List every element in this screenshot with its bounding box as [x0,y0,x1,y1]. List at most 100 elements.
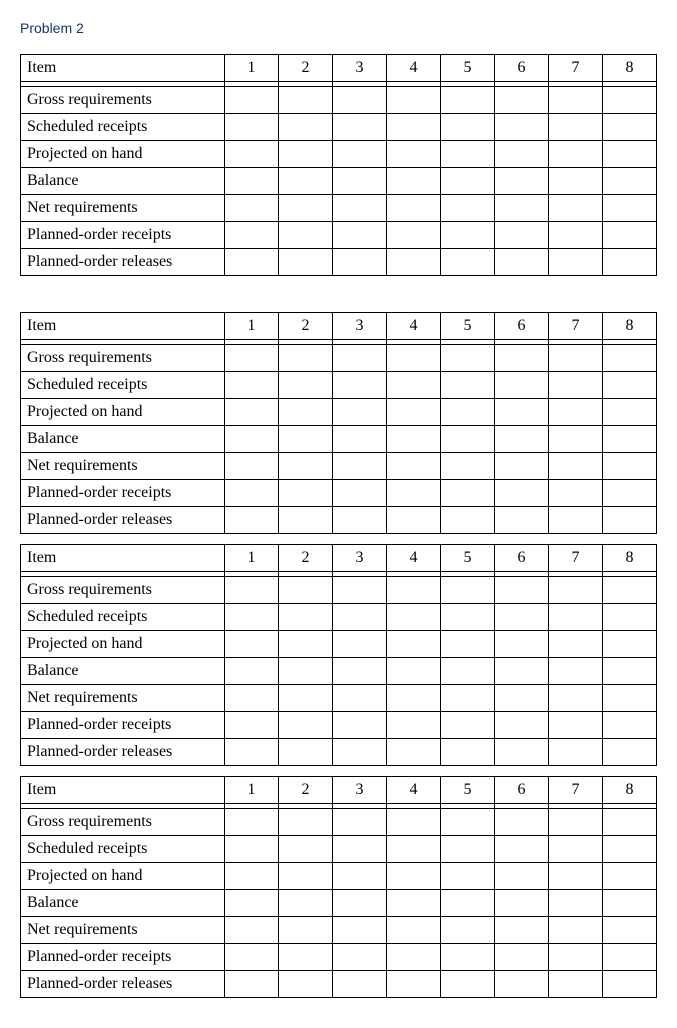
cell [279,426,333,453]
cell [441,631,495,658]
table-row: Net requirements [21,917,657,944]
cell [279,712,333,739]
cell [333,249,387,276]
row-label: Planned-order receipts [21,222,225,249]
cell [225,604,279,631]
cell [387,480,441,507]
cell [279,168,333,195]
cell [333,577,387,604]
cell [441,809,495,836]
row-label: Scheduled receipts [21,604,225,631]
mrp-table: Item12345678Gross requirementsScheduled … [20,54,657,276]
cell [225,399,279,426]
row-label: Balance [21,890,225,917]
column-header: 4 [387,55,441,82]
cell [387,141,441,168]
table-row: Projected on hand [21,631,657,658]
cell [279,114,333,141]
cell [495,631,549,658]
cell [225,114,279,141]
cell [549,87,603,114]
cell [387,658,441,685]
column-header: 8 [603,313,657,340]
row-label: Planned-order receipts [21,480,225,507]
table-row: Net requirements [21,685,657,712]
table-row: Projected on hand [21,141,657,168]
cell [495,739,549,766]
cell [333,195,387,222]
cell [333,114,387,141]
cell [549,917,603,944]
cell [603,577,657,604]
row-label: Planned-order releases [21,249,225,276]
column-header: 2 [279,313,333,340]
cell [549,507,603,534]
cell [603,631,657,658]
cell [387,944,441,971]
cell [279,863,333,890]
cell [603,372,657,399]
row-label: Planned-order releases [21,507,225,534]
table-row: Planned-order receipts [21,712,657,739]
cell [603,195,657,222]
cell [549,249,603,276]
cell [441,480,495,507]
header-label: Item [21,777,225,804]
tables-container: Item12345678Gross requirementsScheduled … [20,54,657,998]
cell [603,453,657,480]
table-row: Planned-order receipts [21,480,657,507]
row-label: Projected on hand [21,631,225,658]
cell [225,944,279,971]
cell [387,399,441,426]
cell [333,141,387,168]
cell [333,809,387,836]
cell [441,453,495,480]
header-label: Item [21,313,225,340]
cell [549,944,603,971]
table-row: Balance [21,426,657,453]
cell [333,944,387,971]
column-header: 2 [279,545,333,572]
cell [333,658,387,685]
cell [441,372,495,399]
cell [495,863,549,890]
cell [333,480,387,507]
cell [603,399,657,426]
cell [549,168,603,195]
cell [495,249,549,276]
cell [225,87,279,114]
cell [603,917,657,944]
cell [495,809,549,836]
cell [279,372,333,399]
cell [495,577,549,604]
cell [333,863,387,890]
column-header: 6 [495,545,549,572]
cell [603,168,657,195]
column-header: 8 [603,545,657,572]
cell [549,631,603,658]
cell [441,836,495,863]
column-header: 2 [279,55,333,82]
cell [333,685,387,712]
cell [603,249,657,276]
cell [333,971,387,998]
row-label: Scheduled receipts [21,836,225,863]
row-label: Balance [21,658,225,685]
cell [549,836,603,863]
table-row: Planned-order releases [21,739,657,766]
cell [279,658,333,685]
cell [333,372,387,399]
cell [225,453,279,480]
cell [225,426,279,453]
column-header: 8 [603,55,657,82]
cell [225,168,279,195]
row-label: Net requirements [21,685,225,712]
column-header: 5 [441,313,495,340]
cell [495,168,549,195]
column-header: 4 [387,313,441,340]
cell [495,87,549,114]
row-label: Planned-order receipts [21,712,225,739]
cell [549,399,603,426]
row-label: Balance [21,168,225,195]
cell [387,863,441,890]
